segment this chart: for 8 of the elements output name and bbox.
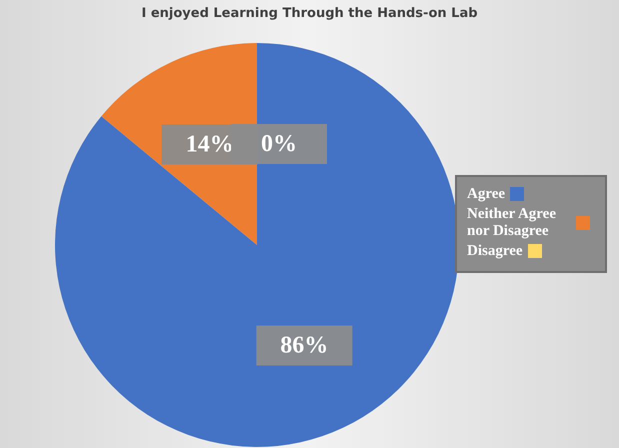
chart-title: I enjoyed Learning Through the Hands-on Lab xyxy=(140,6,479,21)
data-label: 86% xyxy=(280,332,328,359)
legend-label: Neither Agree nor Disagree xyxy=(467,206,557,240)
data-label: 14% xyxy=(186,131,234,158)
legend-label: Disagree xyxy=(467,242,523,260)
pie-slice xyxy=(55,43,459,447)
legend-label: Agree xyxy=(467,186,506,202)
text: 0% xyxy=(261,131,297,157)
